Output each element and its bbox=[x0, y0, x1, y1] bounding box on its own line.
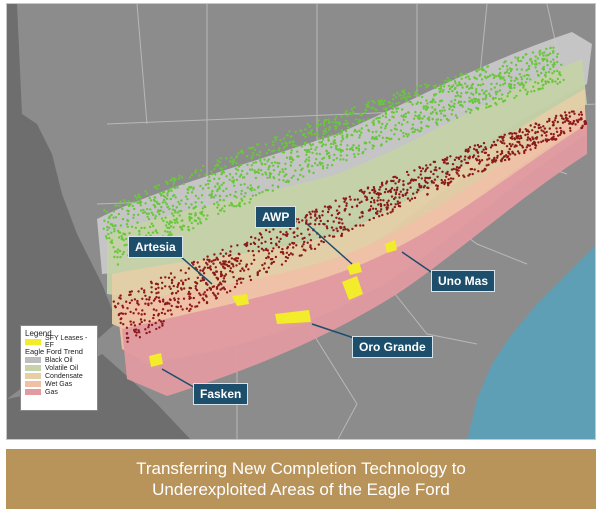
gas-wells bbox=[112, 110, 588, 343]
legend-row-wet-gas: Wet Gas bbox=[25, 380, 93, 388]
legend-row-condensate: Condensate bbox=[25, 372, 93, 380]
legend-row-leases: SFY Leases - EF bbox=[25, 335, 93, 349]
eagle-ford-map: AWP Artesia Uno Mas Oro Grande Fasken Le… bbox=[6, 3, 596, 440]
legend-row-volatile-oil: Volatile Oil bbox=[25, 364, 93, 372]
banner-line-1: Transferring New Completion Technology t… bbox=[136, 459, 466, 478]
legend-trend-heading: Eagle Ford Trend bbox=[25, 347, 83, 356]
callout-awp: AWP bbox=[255, 206, 297, 228]
sfy-leases bbox=[149, 240, 397, 367]
map-legend: Legend SFY Leases - EF Eagle Ford Trend … bbox=[20, 325, 98, 411]
legend-swatch-gas bbox=[25, 389, 41, 395]
legend-swatch-black-oil bbox=[25, 357, 41, 363]
legend-swatch-condensate bbox=[25, 373, 41, 379]
callout-artesia: Artesia bbox=[128, 236, 183, 258]
banner-line-2: Underexploited Areas of the Eagle Ford bbox=[152, 480, 450, 499]
title-banner: Transferring New Completion Technology t… bbox=[6, 449, 596, 509]
legend-row-gas: Gas bbox=[25, 388, 93, 396]
callout-fasken: Fasken bbox=[193, 383, 249, 405]
legend-label-wet-gas: Wet Gas bbox=[45, 380, 73, 388]
legend-label-gas: Gas bbox=[45, 388, 58, 396]
legend-label-leases: SFY Leases - EF bbox=[45, 335, 88, 349]
volatile-oil-wells bbox=[102, 46, 565, 266]
gas-trend bbox=[122, 124, 587, 396]
legend-swatch-leases bbox=[25, 339, 41, 345]
legend-title: Legend bbox=[25, 329, 52, 338]
legend-swatch-wet-gas bbox=[25, 381, 41, 387]
legend-swatch-volatile-oil bbox=[25, 365, 41, 371]
gulf-of-mexico bbox=[467, 246, 595, 439]
legend-label-volatile-oil: Volatile Oil bbox=[45, 364, 79, 372]
mexico-region bbox=[7, 4, 117, 399]
legend-label-condensate: Condensate bbox=[45, 372, 83, 380]
callout-uno-mas: Uno Mas bbox=[431, 270, 496, 292]
map-canvas bbox=[7, 4, 595, 439]
mexico-south-region bbox=[7, 354, 191, 439]
volatile-oil-trend bbox=[107, 59, 587, 299]
legend-label-black-oil: Black Oil bbox=[45, 356, 73, 364]
callout-oro-grande: Oro Grande bbox=[352, 336, 433, 358]
condensate-trend bbox=[112, 89, 585, 334]
legend-row-black-oil: Black Oil bbox=[25, 356, 93, 364]
